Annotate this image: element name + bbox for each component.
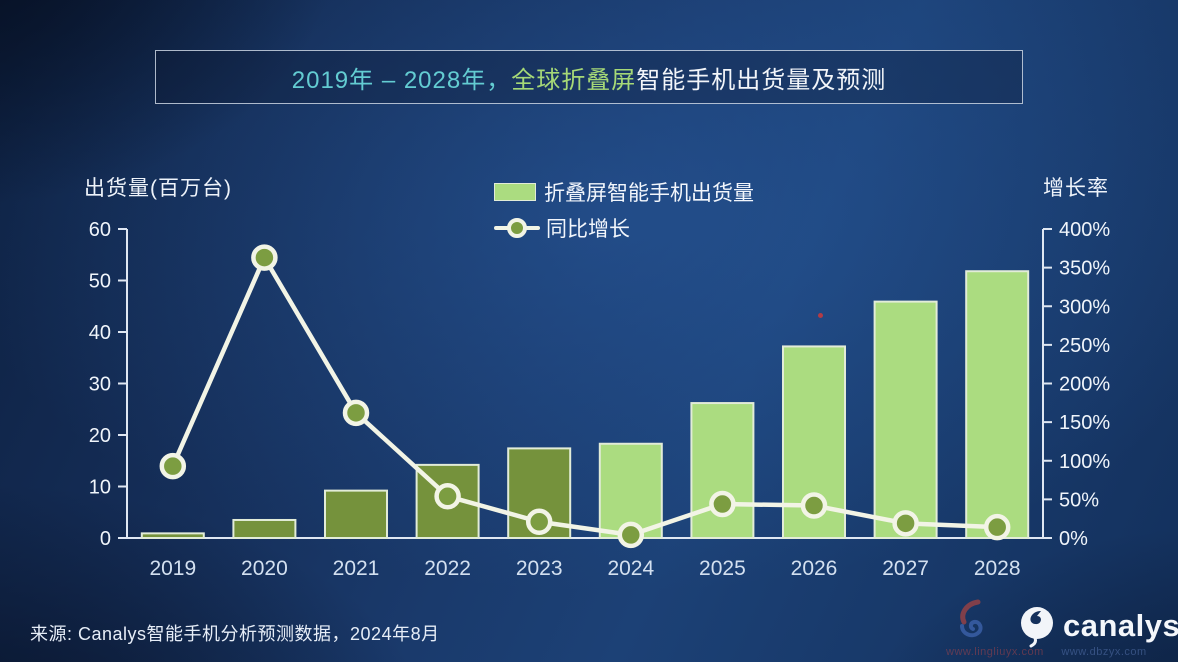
canalys-logo-icon bbox=[1021, 607, 1053, 648]
right-axis-tick-label: 100% bbox=[1059, 451, 1110, 473]
title-highlight: 全球折叠屏 bbox=[511, 66, 637, 94]
red-dot-artifact bbox=[818, 313, 823, 318]
right-axis-tick-label: 50% bbox=[1059, 489, 1099, 511]
source-note: 来源: Canalys智能手机分析预测数据，2024年8月 bbox=[30, 624, 440, 644]
watermark-url-1: www.lingliuyx.com bbox=[946, 646, 1044, 658]
bar-2020 bbox=[232, 518, 297, 539]
legend-bar-swatch bbox=[494, 183, 536, 201]
legend-item-growth: 同比增长 bbox=[494, 215, 754, 241]
growth-marker-2019 bbox=[159, 452, 187, 480]
left-axis-tick-label: 60 bbox=[89, 219, 111, 241]
legend-line-label: 同比增长 bbox=[546, 218, 630, 241]
growth-marker-2020 bbox=[251, 244, 278, 271]
x-axis-label-2024: 2024 bbox=[607, 557, 654, 580]
left-axis-tick-label: 50 bbox=[89, 271, 111, 293]
bar-2021 bbox=[324, 489, 388, 539]
growth-marker-2022 bbox=[434, 483, 461, 510]
growth-marker-2023 bbox=[525, 508, 553, 536]
right-axis-tick-label: 150% bbox=[1059, 412, 1110, 434]
x-axis-label-2023: 2023 bbox=[516, 557, 563, 580]
legend: 折叠屏智能手机出货量 同比增长 bbox=[494, 179, 754, 251]
right-axis-tick-label: 200% bbox=[1059, 374, 1110, 396]
legend-line-swatch bbox=[494, 218, 540, 238]
right-axis-title: 增长率 bbox=[1043, 177, 1109, 200]
x-axis-label-2022: 2022 bbox=[424, 557, 471, 580]
x-axis-label-2019: 2019 bbox=[149, 557, 196, 580]
left-axis-tick-label: 30 bbox=[89, 374, 111, 396]
x-axis-label-2025: 2025 bbox=[699, 557, 746, 580]
brand-canalys: canalys bbox=[1018, 604, 1178, 648]
growth-marker-2025 bbox=[709, 490, 736, 518]
x-axis-label-2021: 2021 bbox=[333, 557, 380, 580]
x-axis-label-2027: 2027 bbox=[882, 557, 929, 580]
left-axis-tick-label: 10 bbox=[89, 477, 111, 499]
watermark-url-2: www.dbzyx.com bbox=[1061, 646, 1147, 658]
left-axis-tick-label: 0 bbox=[100, 528, 111, 550]
watermark-urls: www.lingliuyx.com www.dbzyx.com bbox=[946, 646, 1147, 658]
growth-marker-2021 bbox=[342, 399, 370, 427]
left-axis-tick-label: 40 bbox=[89, 322, 111, 344]
growth-marker-2027 bbox=[892, 510, 919, 537]
bar-2028 bbox=[965, 270, 1030, 539]
left-axis-tick-label: 20 bbox=[89, 425, 111, 447]
legend-bar-label: 折叠屏智能手机出货量 bbox=[544, 182, 754, 205]
canalys-wordmark: canalys bbox=[1063, 608, 1178, 643]
legend-item-shipments: 折叠屏智能手机出货量 bbox=[494, 179, 754, 205]
left-axis-title: 出货量(百万台) bbox=[84, 177, 232, 200]
x-axis-label-2020: 2020 bbox=[241, 557, 288, 580]
bar-2025 bbox=[690, 402, 755, 539]
growth-marker-2024 bbox=[617, 521, 645, 549]
right-axis-tick-label: 400% bbox=[1059, 219, 1110, 241]
chart-title: 2019年 – 2028年， 全球折叠屏 智能手机出货量及预测 bbox=[155, 50, 1023, 104]
x-axis-label-2028: 2028 bbox=[974, 557, 1021, 580]
watermark-logo bbox=[960, 599, 983, 638]
growth-marker-2028 bbox=[983, 513, 1011, 541]
x-axis-label-2026: 2026 bbox=[791, 557, 838, 580]
right-axis-tick-label: 0% bbox=[1059, 528, 1088, 550]
title-year-range: 2019年 – 2028年， bbox=[291, 66, 512, 94]
title-rest: 智能手机出货量及预测 bbox=[636, 66, 887, 94]
bar-2019 bbox=[140, 532, 205, 539]
right-axis-tick-label: 250% bbox=[1059, 335, 1110, 357]
right-axis-tick-label: 350% bbox=[1059, 258, 1110, 280]
growth-marker-2026 bbox=[800, 492, 828, 519]
growth-line bbox=[170, 255, 1000, 538]
right-axis-tick-label: 300% bbox=[1059, 296, 1110, 318]
legend-marker-icon bbox=[507, 218, 527, 238]
bar-2027 bbox=[873, 300, 938, 539]
